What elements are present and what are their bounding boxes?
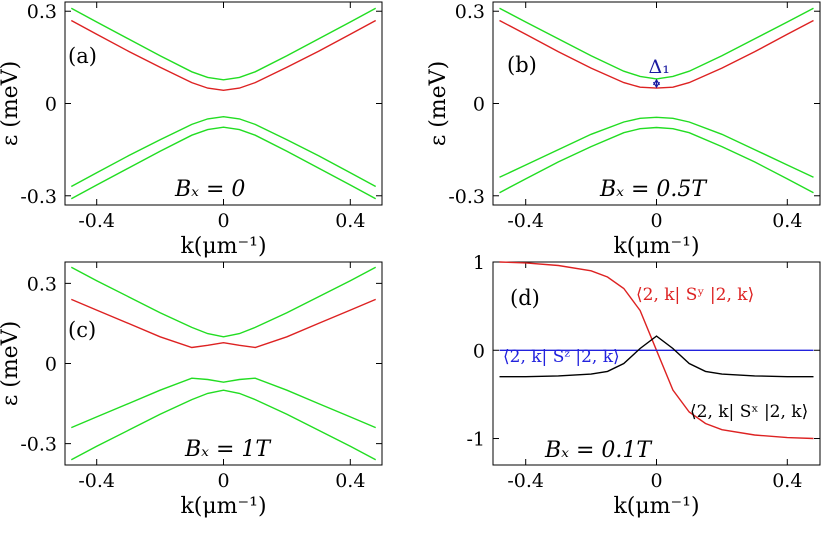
series-line-2	[499, 19, 814, 89]
y-tick-label: 0	[45, 94, 57, 116]
y-tick-label: 1	[473, 252, 485, 274]
y-tick-label: -0.3	[20, 186, 57, 208]
y-tick-label: 0.3	[27, 273, 57, 295]
x-axis-label: k(μm⁻¹)	[180, 494, 266, 519]
x-tick-label: 0.4	[772, 470, 802, 492]
x-tick-label: 0.4	[335, 210, 365, 232]
x-axis-label: k(μm⁻¹)	[613, 234, 699, 259]
x-tick-label: 0.4	[335, 470, 365, 492]
series-line-1	[70, 266, 377, 338]
series-line-4	[70, 126, 377, 200]
x-tick-label: -0.4	[507, 470, 544, 492]
panel-label: (b)	[507, 53, 537, 77]
x-tick-label: 0	[217, 210, 229, 232]
x-axis-label: k(μm⁻¹)	[180, 234, 266, 259]
x-tick-label: -0.4	[78, 210, 115, 232]
field-label: Bₓ = 1T	[184, 437, 272, 462]
series-line-3	[70, 115, 377, 188]
x-tick-label: 0.4	[772, 210, 802, 232]
series-line-3	[499, 116, 814, 178]
series-line-2	[71, 298, 376, 349]
field-label: Bₓ = 0.1T	[544, 438, 653, 463]
y-tick-label: 0	[45, 354, 57, 376]
series-name-label: ⟨2, k| Sˣ |2, k⟩	[690, 402, 808, 422]
x-tick-label: 0	[217, 470, 229, 492]
field-label: Bₓ = 0.5T	[599, 177, 708, 202]
y-axis-label: ε (meV)	[0, 321, 23, 406]
panel-3: -0.4 0 0.4 0.3 0 -0.3 (c) Bₓ = 1T k(μm⁻¹) ε (meV)	[0, 261, 383, 519]
gap-annotation: Δ₁	[649, 56, 670, 78]
plot-frame	[64, 1, 383, 206]
plot-frame	[64, 261, 383, 466]
y-axis-label: ε (meV)	[426, 61, 451, 146]
panel-label: (d)	[510, 286, 540, 310]
series-line-1	[70, 7, 377, 81]
x-tick-label: -0.4	[507, 210, 544, 232]
y-tick-label: -0.3	[448, 186, 485, 208]
series-line-4	[499, 126, 814, 194]
series-line-2	[70, 19, 377, 92]
x-tick-label: 0	[650, 470, 662, 492]
series-line-3	[499, 335, 814, 378]
y-tick-label: -0.3	[20, 434, 57, 456]
x-axis-label: k(μm⁻¹)	[613, 494, 699, 519]
x-tick-label: 0	[650, 210, 662, 232]
y-tick-label: -1	[466, 429, 485, 451]
y-tick-label: 0	[473, 340, 485, 362]
field-label: Bₓ = 0	[174, 177, 245, 202]
panel-label: (c)	[68, 318, 96, 342]
series-line-3	[71, 377, 376, 429]
series-name-label: ⟨2, k| Sʸ |2, k⟩	[636, 285, 754, 305]
gap-arrow-head	[652, 81, 661, 89]
panel-label: (a)	[68, 44, 97, 68]
y-tick-label: 0	[473, 94, 485, 116]
panel-4: -0.4 0 0.4 1 0 -1 ⟨2, k| Sʸ |2, k⟩ ⟨2, k| Sᶻ |2…	[466, 252, 821, 519]
panel-1: -0.4 0 0.4 0.3 0 -0.3 (a) Bₓ = 0 k(μm⁻¹) ε (meV)	[0, 1, 383, 259]
series-line-4	[70, 389, 377, 461]
panel-2: -0.4 0 0.4 0.3 0 -0.3 (b) Bₓ = 0.5T k(μm⁻¹) ε (me…	[426, 1, 821, 259]
x-tick-label: -0.4	[78, 470, 115, 492]
y-tick-label: 0.3	[27, 1, 57, 23]
y-axis-label: ε (meV)	[0, 61, 23, 146]
y-tick-label: 0.3	[455, 1, 485, 23]
series-name-label: ⟨2, k| Sᶻ |2, k⟩	[503, 347, 620, 367]
plot-frame	[492, 1, 821, 206]
